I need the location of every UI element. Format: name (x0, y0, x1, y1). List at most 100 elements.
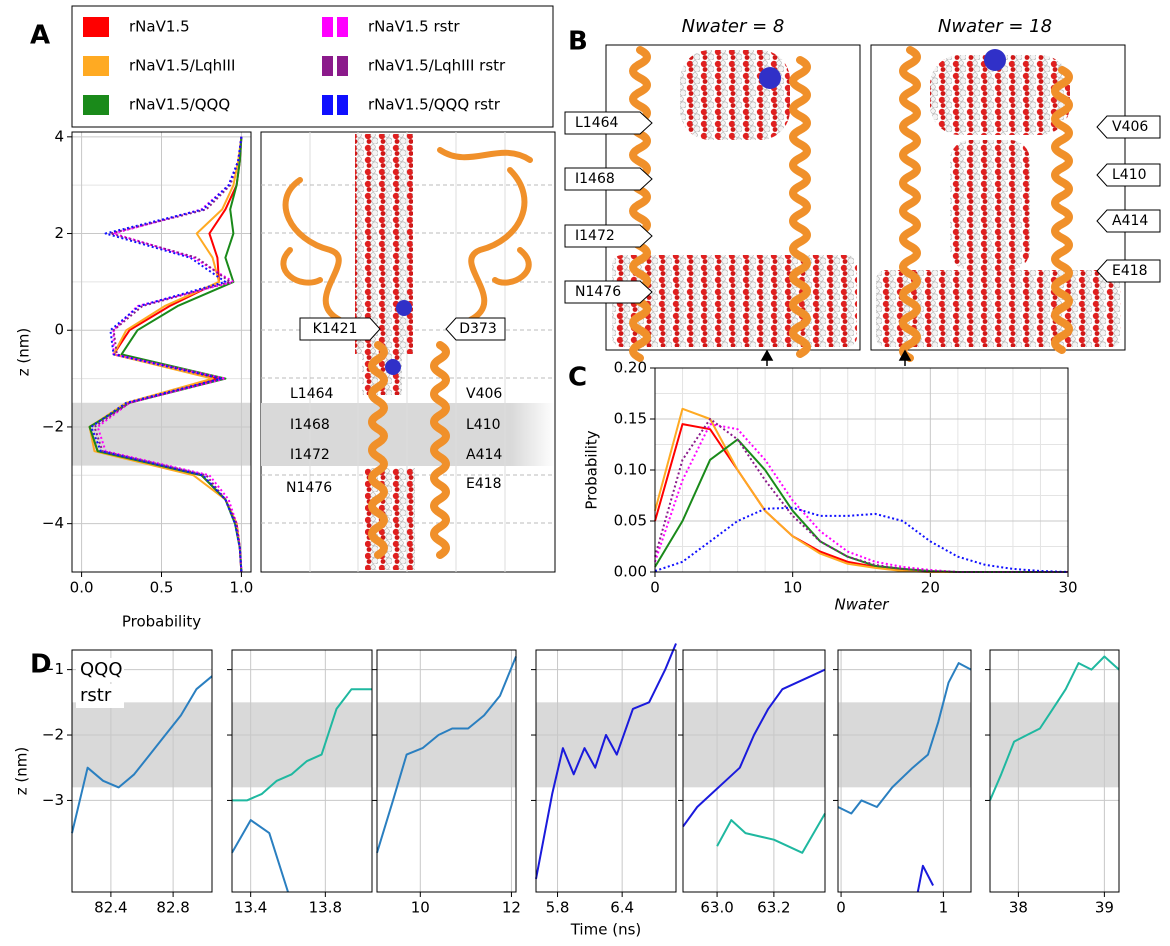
x-tick-label: 13.8 (309, 899, 342, 917)
helix (899, 46, 921, 362)
x-tick-label: 63.0 (700, 899, 733, 917)
snapshot-a: K1421 D373 L1464 I1468 I1472 N1476 V406 … (260, 131, 556, 573)
y-tick-label: −2 (42, 726, 64, 744)
plot-frame (989, 649, 1120, 893)
x-tick-label: 13.4 (234, 899, 267, 917)
chart: 63.0 63.2 (678, 649, 826, 917)
panel-label: B (568, 27, 588, 57)
x-axis-label: Probability (122, 613, 201, 631)
legend-label: rNaV1.5/LqhIII rstr (368, 57, 506, 75)
helix (629, 46, 651, 362)
series-line (682, 668, 826, 828)
series-line (231, 819, 289, 893)
residue-label: I1468 (290, 417, 330, 433)
y-tick-label: 0.00 (614, 563, 647, 581)
helices (629, 46, 1073, 362)
series-line (989, 655, 1120, 801)
plot-frame (837, 649, 972, 893)
legend-label: rNaV1.5 rstr (368, 18, 460, 36)
y-tick-label: 0.05 (614, 512, 647, 530)
band (536, 702, 676, 788)
plot-frame (682, 649, 826, 893)
legend-swatch (322, 17, 333, 37)
residue-label: L1464 (575, 115, 619, 131)
residue-label: E418 (466, 476, 502, 492)
y-tick-label: −4 (42, 514, 64, 532)
legend-swatch (322, 95, 333, 115)
legend-swatch (337, 95, 348, 115)
legend-swatch (322, 56, 333, 76)
snapshot-title: Nwater = 18 (938, 16, 1052, 37)
legend-label: rNaV1.5/QQQ (129, 96, 230, 114)
band (990, 702, 1119, 788)
x-tick-label: 38 (1009, 899, 1028, 917)
x-tick-label: 0.5 (150, 579, 174, 597)
annotation-bg (76, 658, 124, 682)
helices (368, 341, 450, 559)
residue-label: I1468 (575, 171, 615, 187)
x-tick-label: 82.8 (156, 899, 189, 917)
annotation: rstr (80, 685, 112, 706)
plot-frame (654, 367, 1069, 573)
y-tick-label: −1 (42, 660, 64, 678)
residue-label: E418 (1112, 263, 1148, 279)
x-tick-label: 63.2 (757, 899, 790, 917)
x-tick-label: 0 (836, 899, 846, 917)
series-line (90, 136, 243, 573)
residue-label: D373 (459, 321, 497, 337)
snapshot-title: Nwater = 8 (682, 16, 785, 37)
x-tick-label: 6.4 (610, 899, 634, 917)
x-tick-label: 0.0 (70, 579, 94, 597)
series-line (654, 506, 1069, 573)
series-line (71, 675, 213, 834)
series-line (535, 643, 677, 880)
x-tick-label: 10 (411, 899, 430, 917)
panel-label: D (30, 650, 52, 680)
y-tick-label: 2 (54, 224, 64, 242)
x-tick-label: 30 (1058, 579, 1077, 597)
y-tick-label: −3 (42, 791, 64, 809)
annotation-bg (76, 684, 124, 708)
band (838, 702, 971, 788)
panel-label: A (30, 21, 50, 51)
residue-label: N1476 (575, 284, 621, 300)
residue-label: V406 (1112, 119, 1148, 135)
x-axis-label: Nwater (835, 596, 890, 614)
chart: 10 12 (372, 649, 521, 917)
residue-label: K1421 (313, 321, 358, 337)
y-tick-label: 0.15 (614, 410, 647, 428)
legend-swatch (83, 95, 109, 115)
chart: 38 39 (985, 649, 1120, 917)
x-tick-label: 39 (1095, 899, 1114, 917)
residue-label: L410 (1112, 167, 1147, 183)
residue-label: L410 (466, 417, 501, 433)
y-tick-label: 0.10 (614, 461, 647, 479)
x-tick-label: 1.0 (229, 579, 253, 597)
band (377, 702, 516, 788)
legend-swatch (337, 17, 348, 37)
legend-label: rNaV1.5/QQQ rstr (368, 96, 501, 114)
panel-label: C (568, 363, 587, 393)
chart: 13.4 13.8 (227, 649, 373, 917)
y-axis-label: z (nm) (15, 328, 33, 376)
residue-label: I1472 (290, 447, 330, 463)
band (683, 702, 825, 788)
x-tick-label: 0 (650, 579, 660, 597)
legend-swatch (83, 56, 109, 76)
helix (430, 341, 450, 559)
legend: rNaV1.5 rNaV1.5/LqhIII rNaV1.5/QQQ rNaV1.5 … (83, 17, 506, 115)
legend-box (71, 5, 554, 128)
x-tick-label: 10 (783, 579, 802, 597)
residue-label: A414 (466, 447, 502, 463)
x-tick-label: 1 (939, 899, 949, 917)
y-axis-label: z (nm) (13, 747, 31, 795)
y-tick-label: 0 (54, 321, 64, 339)
helix (789, 56, 811, 358)
series-line (716, 812, 826, 854)
plot-frame (535, 649, 677, 893)
legend-label: rNaV1.5 (129, 18, 190, 36)
chart: 82.4 82.8 −3 −2 −1 z (nm) QQQ rstr (13, 649, 213, 917)
plot-frame (231, 649, 373, 893)
legend-swatch (83, 17, 109, 37)
